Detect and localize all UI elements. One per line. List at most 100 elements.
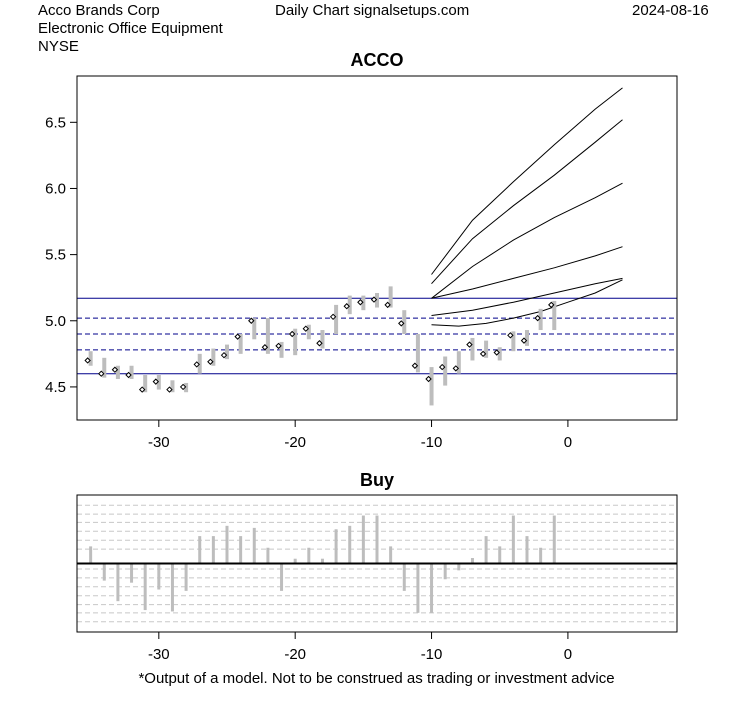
projection-line-2 <box>431 182 623 299</box>
close-marker <box>370 296 378 303</box>
close-marker <box>138 386 146 393</box>
close-marker <box>207 358 214 365</box>
close-marker <box>275 342 282 350</box>
close-marker <box>466 341 473 348</box>
x-tick-label: -20 <box>284 646 306 663</box>
close-marker <box>548 301 555 309</box>
candle <box>193 353 202 374</box>
close-marker <box>520 337 528 344</box>
close-marker <box>125 371 132 379</box>
close-marker <box>261 344 269 351</box>
x-tick-label: -10 <box>421 434 443 451</box>
company-name: Acco Brands Corp <box>38 2 160 19</box>
close-marker <box>220 351 228 359</box>
price-projections <box>431 87 623 327</box>
close-marker <box>234 333 241 340</box>
candle <box>357 295 366 311</box>
candle <box>425 367 434 406</box>
candle <box>466 337 475 361</box>
projection-line-5 <box>431 279 623 327</box>
close-marker <box>398 320 405 327</box>
x-tick-label: 0 <box>564 434 572 451</box>
candle <box>411 334 420 373</box>
candle <box>98 357 107 378</box>
candle <box>370 292 379 308</box>
close-marker <box>288 330 296 338</box>
y-tick-label: 5.5 <box>45 247 66 264</box>
close-marker <box>166 386 173 393</box>
x-tick-label: -30 <box>148 434 170 451</box>
candle <box>384 286 393 309</box>
projection-line-1 <box>431 119 623 285</box>
x-tick-label: -30 <box>148 646 170 663</box>
close-marker <box>343 303 350 310</box>
close-marker <box>425 375 432 383</box>
x-tick-label: 0 <box>564 646 572 663</box>
candle <box>493 347 502 361</box>
buy-x-axis: -30 -20 -10 0 <box>148 632 572 663</box>
candle <box>248 317 257 340</box>
candle <box>166 380 175 393</box>
candle <box>507 331 516 352</box>
buy-gridlines <box>77 504 677 623</box>
x-tick-label: -20 <box>284 434 306 451</box>
buy-plot-frame <box>76 494 678 633</box>
price-levels <box>77 297 677 375</box>
y-tick-label: 4.5 <box>45 379 66 396</box>
candle <box>288 328 298 356</box>
close-marker <box>193 361 200 368</box>
close-marker <box>493 349 500 356</box>
candle <box>261 318 270 354</box>
close-marker <box>411 362 419 369</box>
candle <box>179 382 189 393</box>
candle <box>234 333 243 354</box>
candle <box>207 348 216 366</box>
candle <box>152 375 161 390</box>
candle <box>125 365 134 379</box>
close-marker <box>357 299 364 306</box>
price-candles <box>84 286 557 406</box>
candle <box>138 375 148 393</box>
y-tick-label: 6.0 <box>45 180 66 197</box>
price-chart-title: ACCO <box>351 50 404 70</box>
candle <box>220 344 229 360</box>
candle <box>111 365 120 379</box>
close-marker <box>507 332 514 339</box>
candle <box>520 330 529 346</box>
price-x-axis: -30 -20 -10 0 <box>148 420 572 451</box>
buy-chart: Buy -30 -20 -10 0 <box>76 470 678 663</box>
y-tick-label: 6.5 <box>45 114 66 131</box>
price-chart: ACCO 4.5 5.0 5.5 6.0 6.5 -30 -20 -10 0 <box>45 50 678 451</box>
close-marker <box>534 314 541 322</box>
projection-line-0 <box>431 87 623 275</box>
close-marker <box>98 370 105 377</box>
close-marker <box>479 350 487 358</box>
close-marker <box>329 313 337 321</box>
close-marker <box>179 383 187 391</box>
exchange-label: NYSE <box>38 38 79 55</box>
close-marker <box>111 366 119 373</box>
candle <box>438 356 448 386</box>
candle <box>84 351 93 366</box>
close-marker <box>316 340 323 347</box>
candle <box>275 341 284 358</box>
candle <box>329 304 339 334</box>
candle <box>452 351 461 374</box>
y-tick-label: 5.0 <box>45 313 66 330</box>
x-tick-label: -10 <box>421 646 443 663</box>
close-marker <box>438 363 446 371</box>
candle <box>548 300 557 331</box>
chart-date: 2024-08-16 <box>632 2 709 19</box>
candle <box>398 310 407 334</box>
close-marker <box>302 325 310 332</box>
candle <box>316 330 325 349</box>
projection-line-3 <box>431 246 623 299</box>
close-marker <box>384 301 391 309</box>
projection-line-4 <box>431 277 623 316</box>
candle <box>479 340 489 358</box>
close-marker <box>452 365 460 372</box>
source-label: Daily Chart signalsetups.com <box>275 2 470 19</box>
candle <box>302 324 311 340</box>
price-plot-frame <box>76 75 678 421</box>
